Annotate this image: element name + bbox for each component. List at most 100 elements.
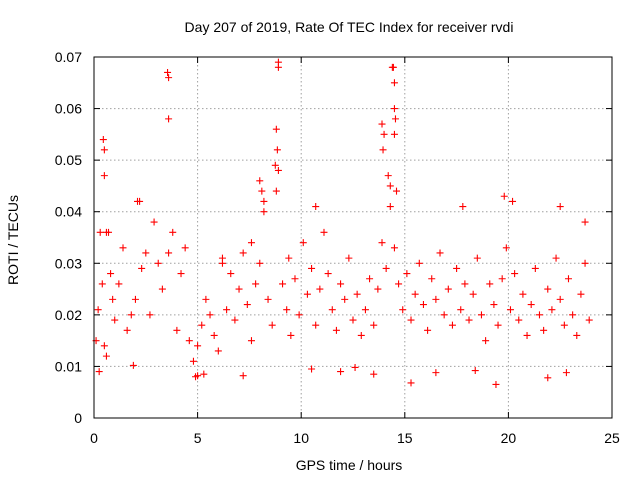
data-point bbox=[173, 326, 181, 334]
data-point bbox=[100, 172, 108, 180]
data-point bbox=[366, 275, 374, 283]
data-point bbox=[502, 244, 510, 252]
data-point bbox=[95, 368, 103, 376]
data-point bbox=[393, 187, 401, 195]
data-point bbox=[181, 244, 189, 252]
y-tick-label: 0.01 bbox=[55, 358, 82, 374]
data-point bbox=[361, 306, 369, 314]
data-point bbox=[142, 249, 150, 257]
data-point bbox=[119, 244, 127, 252]
y-tick-label: 0.02 bbox=[55, 307, 82, 323]
data-point bbox=[351, 363, 359, 371]
data-point bbox=[194, 372, 202, 380]
data-point bbox=[523, 331, 531, 339]
data-point bbox=[247, 239, 255, 247]
data-point bbox=[562, 369, 570, 377]
data-point bbox=[440, 311, 448, 319]
data-point bbox=[380, 130, 388, 138]
plot-frame bbox=[93, 56, 613, 419]
data-point bbox=[428, 275, 436, 283]
data-point bbox=[111, 316, 119, 324]
x-tick-label: 20 bbox=[501, 430, 517, 446]
data-point bbox=[419, 301, 427, 309]
data-point bbox=[123, 326, 131, 334]
data-point bbox=[511, 270, 519, 278]
data-point bbox=[260, 197, 268, 205]
data-point bbox=[165, 74, 173, 82]
data-point bbox=[399, 306, 407, 314]
data-point bbox=[500, 192, 508, 200]
data-point bbox=[214, 347, 222, 355]
data-point bbox=[490, 301, 498, 309]
data-point bbox=[581, 218, 589, 226]
data-point bbox=[577, 290, 585, 298]
data-point bbox=[100, 342, 108, 350]
data-point bbox=[260, 208, 268, 216]
data-point bbox=[531, 264, 539, 272]
data-point bbox=[202, 295, 210, 303]
data-point bbox=[337, 280, 345, 288]
data-point bbox=[169, 228, 177, 236]
data-point bbox=[515, 316, 523, 324]
y-tick-label: 0.07 bbox=[55, 49, 82, 65]
data-point bbox=[519, 290, 527, 298]
data-point bbox=[164, 68, 172, 76]
data-point bbox=[295, 311, 303, 319]
grid bbox=[94, 57, 612, 418]
data-points bbox=[92, 58, 593, 388]
x-tick-label: 15 bbox=[397, 430, 413, 446]
data-point bbox=[138, 264, 146, 272]
data-point bbox=[308, 264, 316, 272]
data-point bbox=[273, 146, 281, 154]
data-point bbox=[482, 337, 490, 345]
data-point bbox=[345, 254, 353, 262]
data-point bbox=[332, 326, 340, 334]
data-point bbox=[424, 326, 432, 334]
data-point bbox=[461, 280, 469, 288]
y-tick-label: 0 bbox=[74, 410, 82, 426]
x-tick-label: 5 bbox=[194, 430, 202, 446]
data-point bbox=[544, 374, 552, 382]
data-point bbox=[312, 321, 320, 329]
data-point bbox=[256, 259, 264, 267]
data-point bbox=[146, 311, 154, 319]
data-point bbox=[407, 316, 415, 324]
data-point bbox=[548, 306, 556, 314]
data-point bbox=[165, 115, 173, 123]
data-point bbox=[100, 146, 108, 154]
data-point bbox=[391, 115, 399, 123]
data-point bbox=[258, 187, 266, 195]
data-point bbox=[370, 370, 378, 378]
data-point bbox=[370, 321, 378, 329]
data-point bbox=[459, 203, 467, 211]
data-point bbox=[506, 306, 514, 314]
data-point bbox=[386, 182, 394, 190]
data-point bbox=[320, 228, 328, 236]
data-point bbox=[165, 249, 173, 257]
data-point bbox=[239, 372, 247, 380]
data-point bbox=[349, 316, 357, 324]
data-point bbox=[272, 187, 280, 195]
x-tick-labels: 0 5 10 15 20 25 bbox=[90, 430, 620, 446]
data-point bbox=[231, 316, 239, 324]
data-point bbox=[98, 280, 106, 288]
x-tick-label: 25 bbox=[604, 430, 620, 446]
data-point bbox=[324, 270, 332, 278]
data-point bbox=[247, 337, 255, 345]
data-point bbox=[102, 352, 110, 360]
axis-ticks bbox=[93, 56, 613, 419]
data-point bbox=[283, 306, 291, 314]
data-point bbox=[569, 311, 577, 319]
data-point bbox=[299, 239, 307, 247]
data-point bbox=[448, 321, 456, 329]
data-point bbox=[274, 58, 282, 66]
data-point bbox=[235, 285, 243, 293]
data-point bbox=[486, 280, 494, 288]
chart-title: Day 207 of 2019, Rate Of TEC Index for r… bbox=[185, 19, 514, 35]
data-point bbox=[395, 280, 403, 288]
data-point bbox=[99, 136, 107, 144]
y-tick-labels: 0 0.01 0.02 0.03 0.04 0.05 0.06 0.07 bbox=[55, 49, 82, 426]
data-point bbox=[239, 249, 247, 257]
data-point bbox=[177, 270, 185, 278]
